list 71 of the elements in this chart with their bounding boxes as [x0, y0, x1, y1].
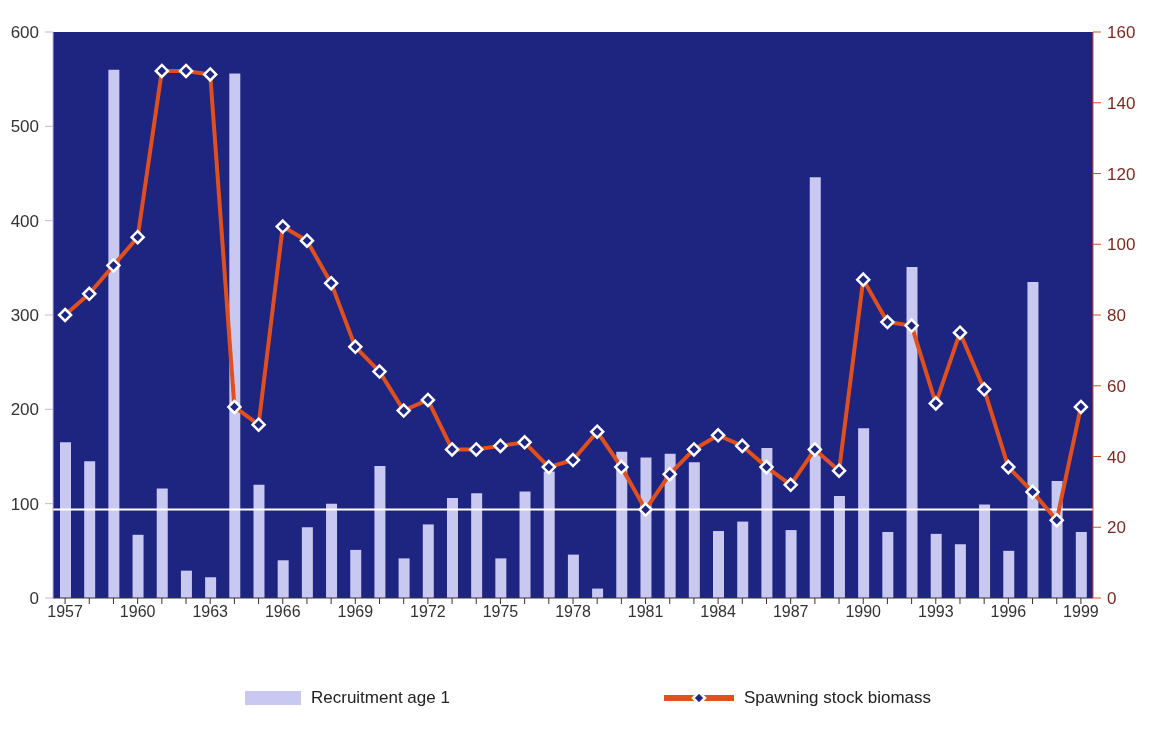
y2-tick-label: 20 [1107, 518, 1126, 538]
bar [737, 521, 749, 598]
bar [446, 498, 458, 598]
bar [84, 461, 96, 598]
y-tick-label: 400 [10, 211, 39, 231]
y-tick-label: 0 [29, 589, 39, 608]
bar [205, 577, 217, 598]
bar [422, 524, 434, 598]
bar [277, 560, 289, 598]
bar [785, 530, 797, 598]
bar [809, 177, 821, 598]
bar [60, 442, 71, 598]
y2-tick-label: 160 [1107, 23, 1136, 42]
bar [108, 69, 120, 598]
bar [833, 496, 845, 598]
y2-tick-label: 140 [1107, 93, 1136, 113]
y-tick-label: 600 [10, 23, 39, 42]
bar [858, 428, 870, 598]
bar [374, 465, 386, 598]
bar [640, 457, 652, 598]
x-tick-label: 1960 [119, 603, 156, 621]
bar [713, 531, 725, 598]
bar [495, 558, 507, 598]
y2-tick-label: 100 [1107, 235, 1136, 255]
bar [979, 504, 991, 598]
y2-tick-label: 0 [1107, 589, 1117, 608]
bar [954, 544, 966, 598]
y2-tick-label: 80 [1107, 306, 1126, 325]
x-tick-label: 1996 [990, 603, 1027, 621]
bar [180, 570, 192, 598]
x-tick-label: 1957 [47, 603, 83, 621]
bar [398, 558, 410, 598]
x-tick-label: 1975 [482, 603, 519, 621]
bar [543, 471, 555, 598]
x-tick-label: 1978 [555, 603, 591, 621]
bar [132, 534, 144, 598]
bar [156, 488, 168, 598]
y2-tick-label: 60 [1107, 376, 1126, 396]
x-tick-label: 1963 [192, 603, 229, 621]
bar [906, 266, 918, 598]
x-tick-label: 1981 [627, 603, 664, 621]
legend-label: Recruitment age 1 [311, 688, 450, 708]
y-tick-label: 300 [10, 306, 39, 325]
x-tick-label: 1984 [700, 603, 737, 621]
bar [1003, 550, 1015, 598]
bar [519, 491, 531, 598]
bar [688, 462, 700, 598]
x-tick-label: 1987 [772, 603, 809, 621]
bar [350, 549, 362, 598]
x-tick-label: 1993 [917, 603, 954, 621]
x-tick-label: 1990 [845, 603, 882, 621]
bar [229, 73, 241, 598]
y-tick-label: 100 [10, 494, 39, 514]
x-tick-label: 1999 [1063, 603, 1099, 621]
bar [930, 533, 942, 598]
bar [567, 554, 579, 598]
y2-tick-label: 120 [1107, 164, 1136, 184]
x-tick-label: 1972 [410, 603, 446, 621]
x-tick-label: 1969 [337, 603, 374, 621]
bar [1075, 531, 1087, 598]
bar [253, 484, 265, 598]
y-tick-label: 200 [10, 400, 39, 420]
legend-label: Spawning stock biomass [743, 688, 931, 708]
bar [471, 493, 483, 598]
x-tick-label: 1966 [264, 603, 301, 621]
bar [882, 531, 894, 598]
bar [326, 503, 338, 598]
bar [301, 527, 313, 598]
y-tick-label: 500 [10, 117, 39, 137]
bar [1027, 281, 1039, 598]
y2-tick-label: 40 [1107, 447, 1126, 467]
